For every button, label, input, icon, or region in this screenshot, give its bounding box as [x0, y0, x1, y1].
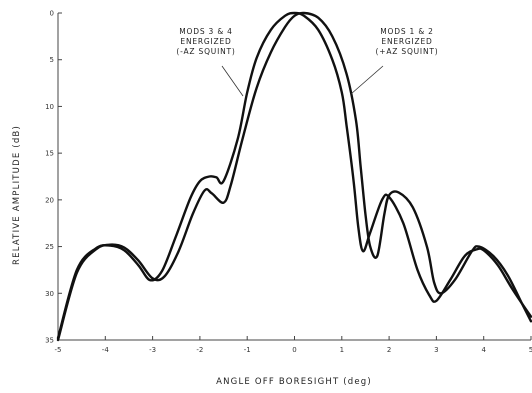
series-line-2: [56, 11, 532, 342]
annotation-left-leader: [221, 65, 244, 97]
series-line-1: [56, 11, 532, 340]
x-tick-label: -5: [55, 346, 62, 354]
x-tick-label: 4: [481, 346, 486, 354]
axes: 0 5 10 15 20 25 30 35-5 -4 -3 -2 -1 0 1 2 3 4 5: [45, 10, 532, 355]
x-tick-label: -2: [196, 346, 203, 354]
series-group: [56, 11, 532, 342]
x-tick-label: 3: [434, 346, 438, 354]
annotation-right-line: ENERGIZED: [381, 37, 432, 46]
x-tick-label: -3: [149, 346, 156, 354]
x-tick-label: -1: [244, 346, 251, 354]
annotation-left-line: ENERGIZED: [180, 37, 231, 46]
annotation-left-line: MODS 3 & 4: [179, 27, 232, 36]
x-tick-label: 1: [340, 346, 344, 354]
y-tick-label: 35: [45, 337, 54, 345]
annotation-right-line: MODS 1 & 2: [380, 27, 433, 36]
y-tick-label: 15: [45, 150, 54, 158]
y-tick-label: 0: [50, 10, 54, 18]
x-tick-label: -4: [102, 346, 110, 354]
y-tick-label: 5: [50, 56, 54, 64]
annotation-right-leader: [350, 65, 384, 95]
x-tick-label: 5: [529, 346, 532, 354]
annotation-left-line: (-AZ SQUINT): [176, 47, 235, 56]
y-tick-label: 30: [45, 290, 54, 298]
y-tick-label: 25: [45, 243, 54, 251]
y-tick-label: 20: [45, 196, 54, 204]
y-axis-title: RELATIVE AMPLITUDE (dB): [12, 125, 22, 265]
x-axis-title: ANGLE OFF BORESIGHT (deg): [216, 377, 372, 387]
annotation-right-line: (+AZ SQUINT): [376, 47, 439, 56]
x-tick-label: 0: [292, 346, 296, 354]
axis-frame: [57, 13, 531, 341]
y-tick-label: 10: [45, 103, 54, 111]
x-tick-label: 2: [387, 346, 391, 354]
